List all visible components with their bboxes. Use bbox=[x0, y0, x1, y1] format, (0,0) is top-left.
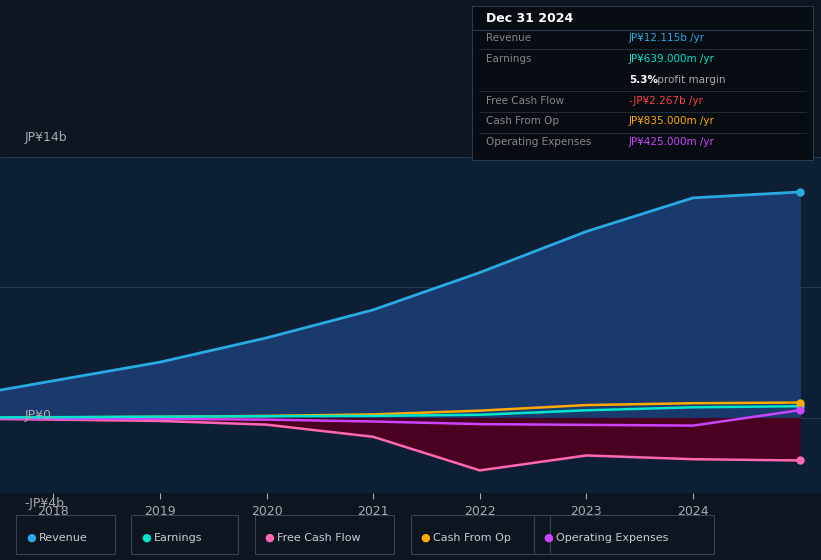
Text: Earnings: Earnings bbox=[154, 533, 202, 543]
Text: Dec 31 2024: Dec 31 2024 bbox=[486, 12, 573, 25]
Text: ●: ● bbox=[26, 533, 36, 543]
Text: -JP¥2.267b /yr: -JP¥2.267b /yr bbox=[629, 96, 703, 106]
Text: Earnings: Earnings bbox=[486, 54, 531, 64]
Text: Free Cash Flow: Free Cash Flow bbox=[277, 533, 360, 543]
Text: Operating Expenses: Operating Expenses bbox=[556, 533, 668, 543]
Text: JP¥835.000m /yr: JP¥835.000m /yr bbox=[629, 116, 714, 127]
Text: Free Cash Flow: Free Cash Flow bbox=[486, 96, 564, 106]
Text: JP¥0: JP¥0 bbox=[25, 409, 52, 422]
Text: Cash From Op: Cash From Op bbox=[486, 116, 559, 127]
Text: JP¥14b: JP¥14b bbox=[25, 130, 67, 144]
Text: Operating Expenses: Operating Expenses bbox=[486, 137, 591, 147]
Text: ●: ● bbox=[544, 533, 553, 543]
Text: Revenue: Revenue bbox=[486, 34, 531, 43]
Text: ●: ● bbox=[264, 533, 274, 543]
Text: profit margin: profit margin bbox=[654, 75, 726, 85]
Text: ●: ● bbox=[141, 533, 151, 543]
Text: Cash From Op: Cash From Op bbox=[433, 533, 511, 543]
Text: JP¥639.000m /yr: JP¥639.000m /yr bbox=[629, 54, 714, 64]
Text: JP¥425.000m /yr: JP¥425.000m /yr bbox=[629, 137, 714, 147]
Text: ●: ● bbox=[420, 533, 430, 543]
Text: -JP¥4b: -JP¥4b bbox=[25, 497, 65, 511]
Text: JP¥12.115b /yr: JP¥12.115b /yr bbox=[629, 34, 705, 43]
Text: 5.3%: 5.3% bbox=[629, 75, 658, 85]
Text: Revenue: Revenue bbox=[39, 533, 87, 543]
